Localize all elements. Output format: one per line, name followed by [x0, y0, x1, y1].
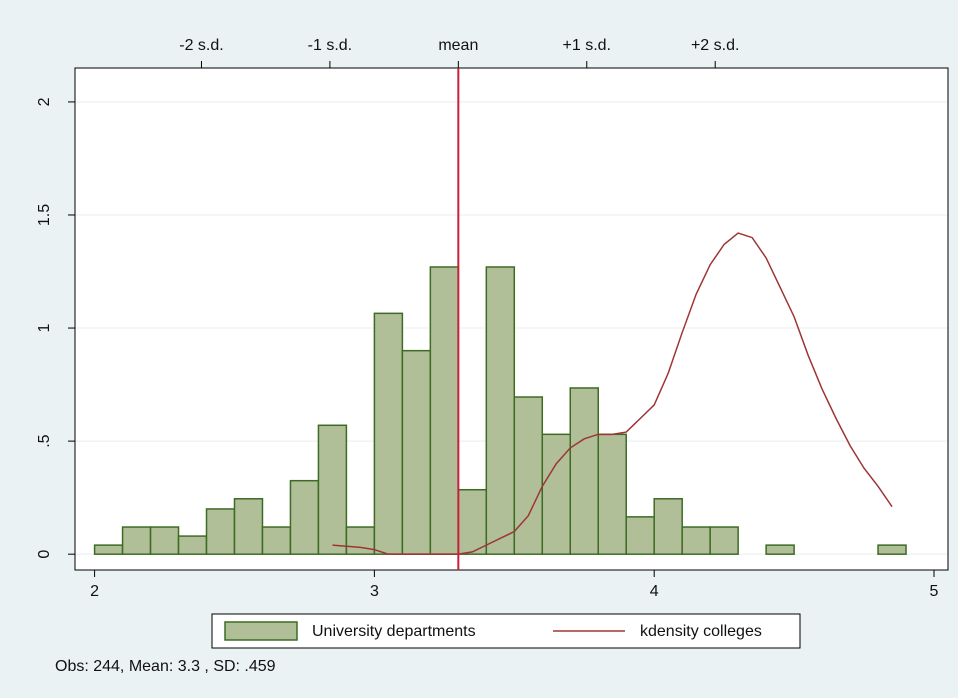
x2-tick-label: +2 s.d. — [691, 37, 739, 54]
plot-layer — [75, 101, 948, 555]
y-tick-label: 2 — [36, 97, 53, 106]
bar — [121, 526, 152, 555]
bar — [429, 266, 460, 555]
x-tick-label: 3 — [370, 583, 379, 600]
bar — [205, 508, 236, 555]
x-tick-label: 2 — [90, 583, 99, 600]
density-line — [332, 232, 893, 555]
bar — [653, 498, 683, 555]
bar — [709, 526, 739, 555]
bar — [457, 488, 488, 555]
bar — [485, 266, 516, 555]
bar — [149, 526, 180, 555]
legend-swatch — [224, 621, 298, 641]
x2-tick-label: -1 s.d. — [308, 37, 352, 54]
bar — [625, 516, 655, 555]
bar — [177, 535, 208, 555]
bar — [513, 396, 544, 555]
y-tick-label: 1 — [36, 323, 53, 332]
plot-frame — [74, 67, 949, 571]
x-tick-label: 5 — [930, 583, 939, 600]
bar — [765, 544, 795, 555]
bar — [877, 544, 907, 555]
bar — [597, 433, 627, 555]
bar — [373, 312, 404, 555]
bar — [233, 498, 264, 555]
bar — [681, 526, 711, 555]
legend-box — [211, 613, 801, 649]
bar — [345, 526, 376, 555]
x2-tick-label: -2 s.d. — [179, 37, 223, 54]
bar — [289, 479, 320, 555]
x2-tick-label: +1 s.d. — [563, 37, 611, 54]
bar — [261, 526, 292, 555]
bar — [93, 544, 124, 555]
x-tick-label: 4 — [650, 583, 659, 600]
legend-label: University departments — [312, 623, 476, 640]
note: Obs: 244, Mean: 3.3 , SD: .459 — [55, 658, 276, 675]
x2-tick-label: mean — [438, 37, 478, 54]
bar — [317, 424, 348, 555]
bar — [401, 349, 432, 555]
bar — [569, 387, 599, 555]
y-tick-label: 0 — [36, 550, 53, 559]
y-tick-label: 1.5 — [36, 204, 53, 226]
legend-label: kdensity colleges — [640, 623, 762, 640]
y-tick-label: .5 — [36, 434, 53, 447]
